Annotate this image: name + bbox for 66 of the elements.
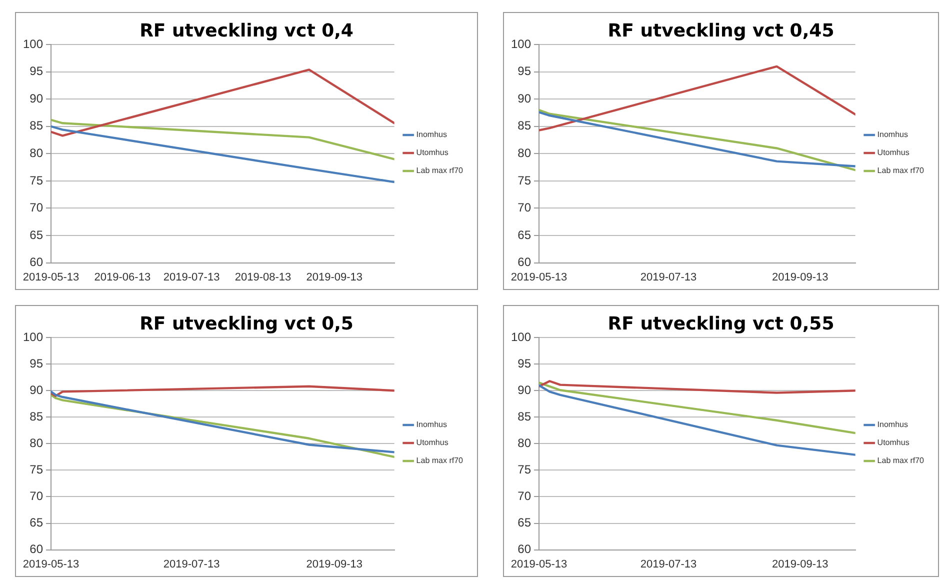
y-tick-label: 60 bbox=[518, 255, 532, 270]
y-tick-label: 70 bbox=[518, 489, 532, 504]
y-tick-label: 75 bbox=[518, 173, 532, 188]
x-tick-label: 2019-05-13 bbox=[22, 558, 80, 570]
y-tick-label: 80 bbox=[518, 436, 532, 450]
y-tick-label: 60 bbox=[30, 255, 44, 270]
y-tick-label: 100 bbox=[22, 36, 44, 51]
chart-title: RF utveckling vct 0,5 bbox=[140, 313, 354, 334]
x-tick-label: 2019-06-13 bbox=[94, 271, 151, 284]
y-tick-label: 65 bbox=[30, 516, 44, 530]
legend-label: Lab max rf70 bbox=[416, 456, 464, 466]
y-tick-label: 60 bbox=[30, 542, 44, 556]
legend-label: Inomhus bbox=[877, 130, 908, 140]
y-tick-label: 100 bbox=[510, 330, 532, 344]
y-tick-label: 95 bbox=[518, 356, 532, 370]
x-tick-label: 2019-09-13 bbox=[306, 558, 363, 570]
y-tick-label: 100 bbox=[22, 330, 44, 344]
x-tick-label: 2019-07-13 bbox=[163, 271, 220, 284]
legend-label: Utomhus bbox=[877, 438, 910, 448]
y-tick-label: 65 bbox=[518, 516, 532, 530]
y-tick-label: 85 bbox=[518, 118, 532, 133]
legend-label: Lab max rf70 bbox=[877, 456, 925, 466]
y-tick-label: 70 bbox=[518, 200, 532, 215]
y-tick-label: 75 bbox=[518, 462, 532, 477]
x-tick-label: 2019-07-13 bbox=[640, 271, 697, 284]
y-tick-label: 65 bbox=[30, 228, 44, 242]
y-tick-label: 90 bbox=[30, 382, 44, 397]
x-tick-label: 2019-09-13 bbox=[772, 558, 828, 570]
y-tick-label: 90 bbox=[518, 382, 532, 397]
y-tick-label: 95 bbox=[30, 356, 44, 370]
chart-title: RF utveckling vct 0,55 bbox=[608, 313, 834, 334]
legend-label: Inomhus bbox=[416, 130, 447, 140]
x-tick-label: 2019-07-13 bbox=[640, 558, 697, 570]
y-tick-label: 95 bbox=[518, 64, 532, 78]
x-tick-label: 2019-05-13 bbox=[22, 271, 80, 284]
x-tick-label: 2019-08-13 bbox=[234, 271, 292, 284]
legend-label: Inomhus bbox=[416, 420, 447, 430]
y-tick-label: 90 bbox=[30, 91, 44, 106]
y-tick-label: 80 bbox=[518, 146, 532, 160]
legend-label: Lab max rf70 bbox=[877, 166, 925, 176]
y-tick-label: 75 bbox=[30, 173, 44, 188]
y-tick-label: 85 bbox=[30, 118, 44, 133]
y-tick-label: 80 bbox=[30, 436, 44, 450]
x-tick-label: 2019-05-13 bbox=[510, 271, 568, 284]
chart-title: RF utveckling vct 0,45 bbox=[608, 20, 834, 42]
x-tick-label: 2019-09-13 bbox=[306, 271, 363, 284]
x-tick-label: 2019-09-13 bbox=[772, 271, 828, 284]
x-tick-label: 2019-07-13 bbox=[163, 558, 220, 570]
y-tick-label: 85 bbox=[30, 409, 44, 424]
chart-title: RF utveckling vct 0,4 bbox=[140, 20, 354, 42]
legend-label: Inomhus bbox=[877, 420, 908, 430]
y-tick-label: 60 bbox=[518, 542, 532, 556]
legend-label: Utomhus bbox=[877, 148, 910, 158]
x-tick-label: 2019-05-13 bbox=[510, 558, 568, 570]
y-tick-label: 95 bbox=[30, 64, 44, 78]
y-tick-label: 65 bbox=[518, 228, 532, 242]
y-tick-label: 80 bbox=[30, 146, 44, 160]
y-tick-label: 75 bbox=[30, 462, 44, 477]
legend-label: Lab max rf70 bbox=[416, 166, 464, 176]
y-tick-label: 85 bbox=[518, 409, 532, 424]
y-tick-label: 70 bbox=[30, 200, 44, 215]
y-tick-label: 70 bbox=[30, 489, 44, 504]
legend-label: Utomhus bbox=[416, 438, 448, 448]
legend-label: Utomhus bbox=[416, 148, 448, 158]
y-tick-label: 100 bbox=[510, 36, 532, 51]
y-tick-label: 90 bbox=[518, 91, 532, 106]
